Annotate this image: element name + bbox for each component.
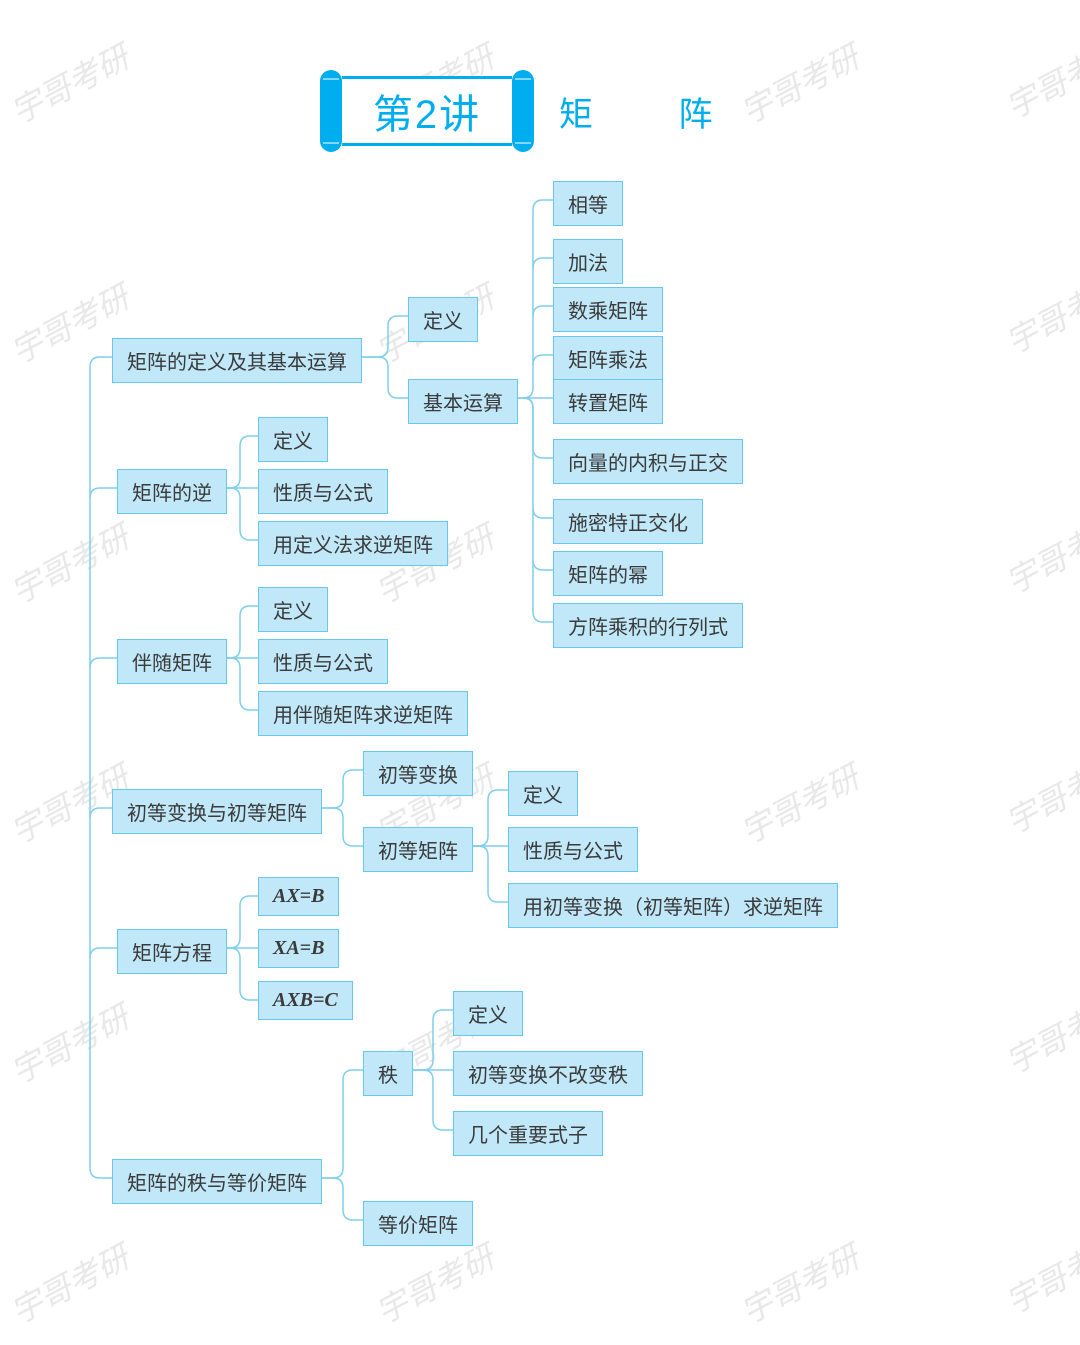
node-n4b: 初等矩阵 xyxy=(363,827,473,872)
node-b5: 转置矩阵 xyxy=(553,379,663,424)
scroll-body: 第2讲 xyxy=(342,76,512,146)
node-adjugate: 伴随矩阵 xyxy=(117,639,227,684)
node-n2a: 定义 xyxy=(258,417,328,462)
node-n5c: AXB=C xyxy=(258,981,353,1020)
watermark: 宇哥考研 xyxy=(2,993,137,1094)
watermark: 宇哥考研 xyxy=(2,1233,137,1334)
node-n6b: 等价矩阵 xyxy=(363,1201,473,1246)
scroll-rod-left xyxy=(320,70,342,152)
node-n4a: 初等变换 xyxy=(363,751,473,796)
node-n4b2: 性质与公式 xyxy=(508,827,638,872)
node-n5a: AX=B xyxy=(258,877,339,916)
watermark: 宇哥考研 xyxy=(997,263,1080,364)
watermark: 宇哥考研 xyxy=(997,1223,1080,1324)
node-b4: 矩阵乘法 xyxy=(553,336,663,381)
node-n4b3: 用初等变换（初等矩阵）求逆矩阵 xyxy=(508,883,838,928)
node-b9: 方阵乘积的行列式 xyxy=(553,603,743,648)
node-n6a3: 几个重要式子 xyxy=(453,1111,603,1156)
node-n2b: 性质与公式 xyxy=(258,469,388,514)
scroll-badge: 第2讲 xyxy=(320,70,534,152)
chapter-number: 第2讲 xyxy=(373,82,481,140)
node-definition-ops: 矩阵的定义及其基本运算 xyxy=(112,338,362,383)
node-rank-equiv: 矩阵的秩与等价矩阵 xyxy=(112,1159,322,1204)
watermark: 宇哥考研 xyxy=(997,28,1080,129)
node-b6: 向量的内积与正交 xyxy=(553,439,743,484)
node-matrix-eq: 矩阵方程 xyxy=(117,929,227,974)
watermark: 宇哥考研 xyxy=(367,1233,502,1334)
watermark: 宇哥考研 xyxy=(997,743,1080,844)
node-n2c: 用定义法求逆矩阵 xyxy=(258,521,448,566)
watermark: 宇哥考研 xyxy=(2,33,137,134)
chapter-title: 矩 阵 xyxy=(559,87,750,136)
node-n3b: 性质与公式 xyxy=(258,639,388,684)
watermark: 宇哥考研 xyxy=(997,983,1080,1084)
node-n6a2: 初等变换不改变秩 xyxy=(453,1051,643,1096)
node-n6a: 秩 xyxy=(363,1051,413,1096)
node-n4b1: 定义 xyxy=(508,771,578,816)
node-b8: 矩阵的幂 xyxy=(553,551,663,596)
watermark: 宇哥考研 xyxy=(732,33,867,134)
node-b2: 加法 xyxy=(553,239,623,284)
node-n3c: 用伴随矩阵求逆矩阵 xyxy=(258,691,468,736)
watermark: 宇哥考研 xyxy=(2,513,137,614)
scroll-rod-right xyxy=(512,70,534,152)
node-b7: 施密特正交化 xyxy=(553,499,703,544)
node-n6a1: 定义 xyxy=(453,991,523,1036)
watermark: 宇哥考研 xyxy=(732,753,867,854)
node-n3a: 定义 xyxy=(258,587,328,632)
node-b3: 数乘矩阵 xyxy=(553,287,663,332)
watermark: 宇哥考研 xyxy=(997,503,1080,604)
node-n1-basic: 基本运算 xyxy=(408,379,518,424)
node-n5b: XA=B xyxy=(258,929,339,968)
node-inverse: 矩阵的逆 xyxy=(117,469,227,514)
chapter-header: 第2讲 矩 阵 xyxy=(320,70,750,152)
node-b1: 相等 xyxy=(553,181,623,226)
watermark: 宇哥考研 xyxy=(732,1233,867,1334)
node-elementary: 初等变换与初等矩阵 xyxy=(112,789,322,834)
node-n1-def: 定义 xyxy=(408,297,478,342)
